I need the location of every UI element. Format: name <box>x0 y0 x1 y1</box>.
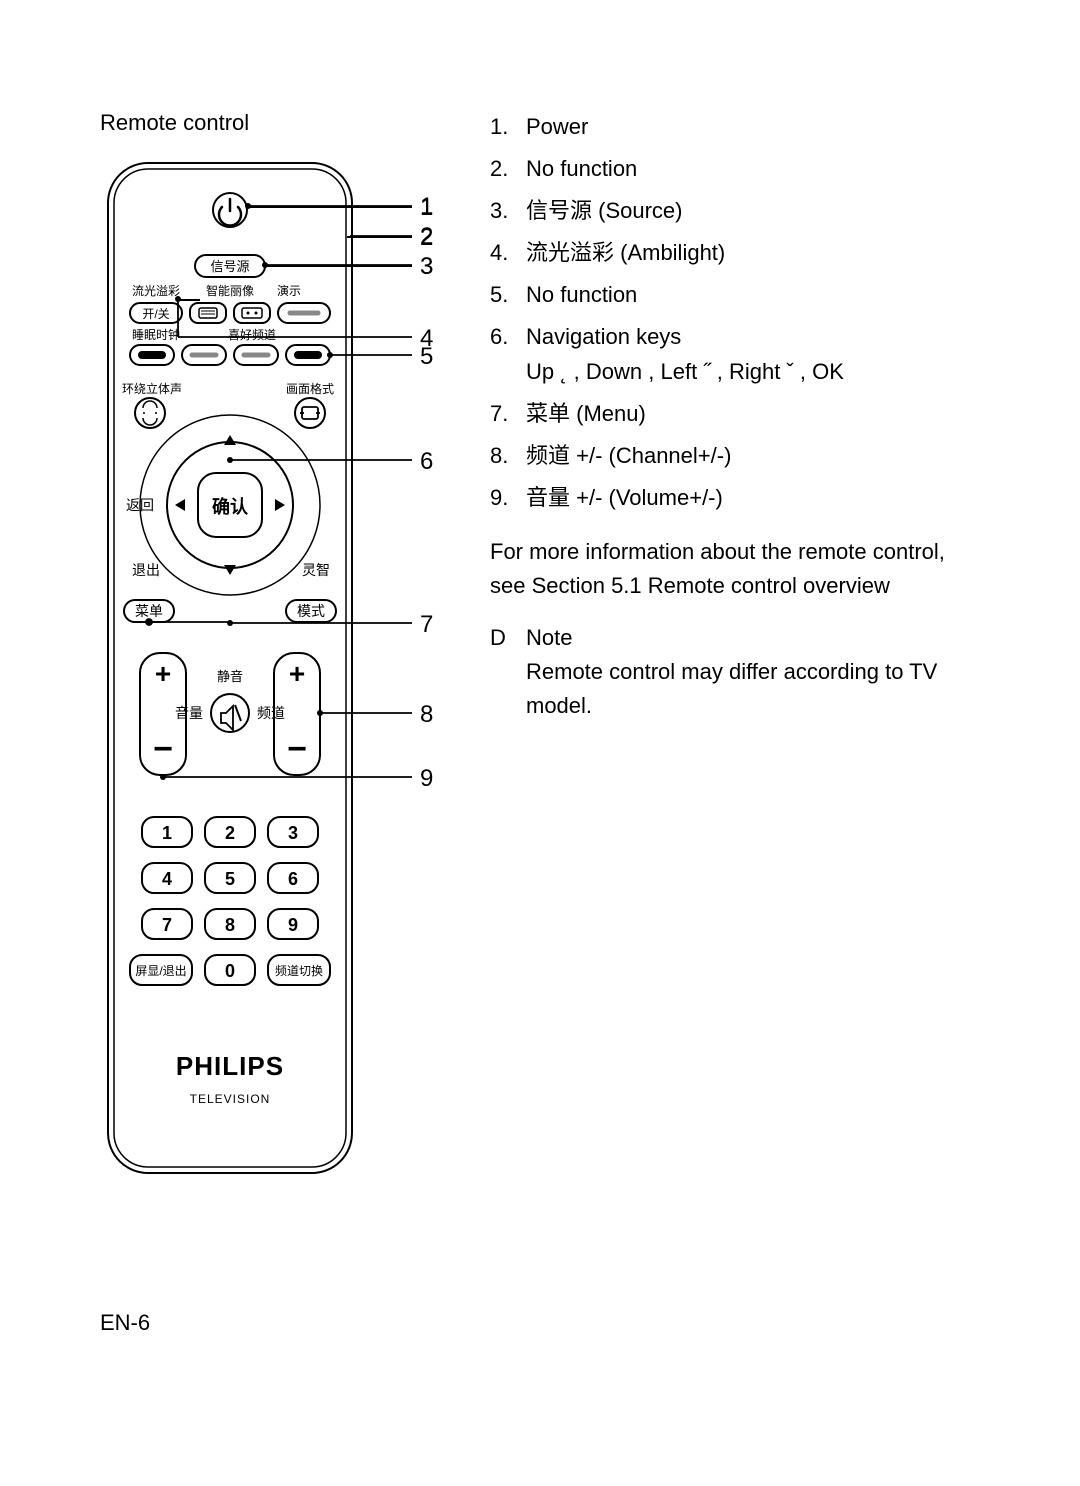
legend-item-2: No function <box>490 152 980 186</box>
legend-item-1: Power <box>490 110 980 144</box>
page-number: EN-6 <box>100 1310 150 1336</box>
legend-item-7: 菜单 (Menu) <box>490 397 980 431</box>
info-text: For more information about the remote co… <box>490 535 980 603</box>
legend-item-4: 流光溢彩 (Ambilight) <box>490 236 980 270</box>
legend-item-8: 频道 +/- (Channel+/-) <box>490 439 980 473</box>
legend-item-5: No function <box>490 278 980 312</box>
svg-text:8: 8 <box>420 701 433 728</box>
legend-item-3: 信号源 (Source) <box>490 194 980 228</box>
legend-column: Power No function 信号源 (Source) 流光溢彩 (Amb… <box>490 110 980 723</box>
svg-text:9: 9 <box>420 765 433 792</box>
svg-text:1: 1 <box>420 194 433 221</box>
callout-lines-svg: 1 2 3 4 5 6 7 8 9 <box>100 155 480 1215</box>
note-title: Note <box>526 621 980 655</box>
manual-page: Remote control 信号源 流光溢彩 智能丽像 演示 开/关 <box>0 0 1080 1486</box>
svg-text:3: 3 <box>420 253 433 280</box>
svg-text:5: 5 <box>420 343 433 370</box>
note-block: D Note Remote control may differ accordi… <box>490 621 980 723</box>
note-body: Remote control may differ according to T… <box>526 655 980 723</box>
legend-item-9: 音量 +/- (Volume+/-) <box>490 481 980 515</box>
note-marker: D <box>490 621 526 723</box>
svg-text:7: 7 <box>420 611 433 638</box>
svg-text:2: 2 <box>420 224 433 251</box>
legend-item-6: Navigation keys Up ˛ , Down , Left ˝ , R… <box>490 320 980 388</box>
remote-title: Remote control <box>100 110 470 136</box>
svg-text:6: 6 <box>420 448 433 475</box>
legend-list: Power No function 信号源 (Source) 流光溢彩 (Amb… <box>490 110 980 515</box>
